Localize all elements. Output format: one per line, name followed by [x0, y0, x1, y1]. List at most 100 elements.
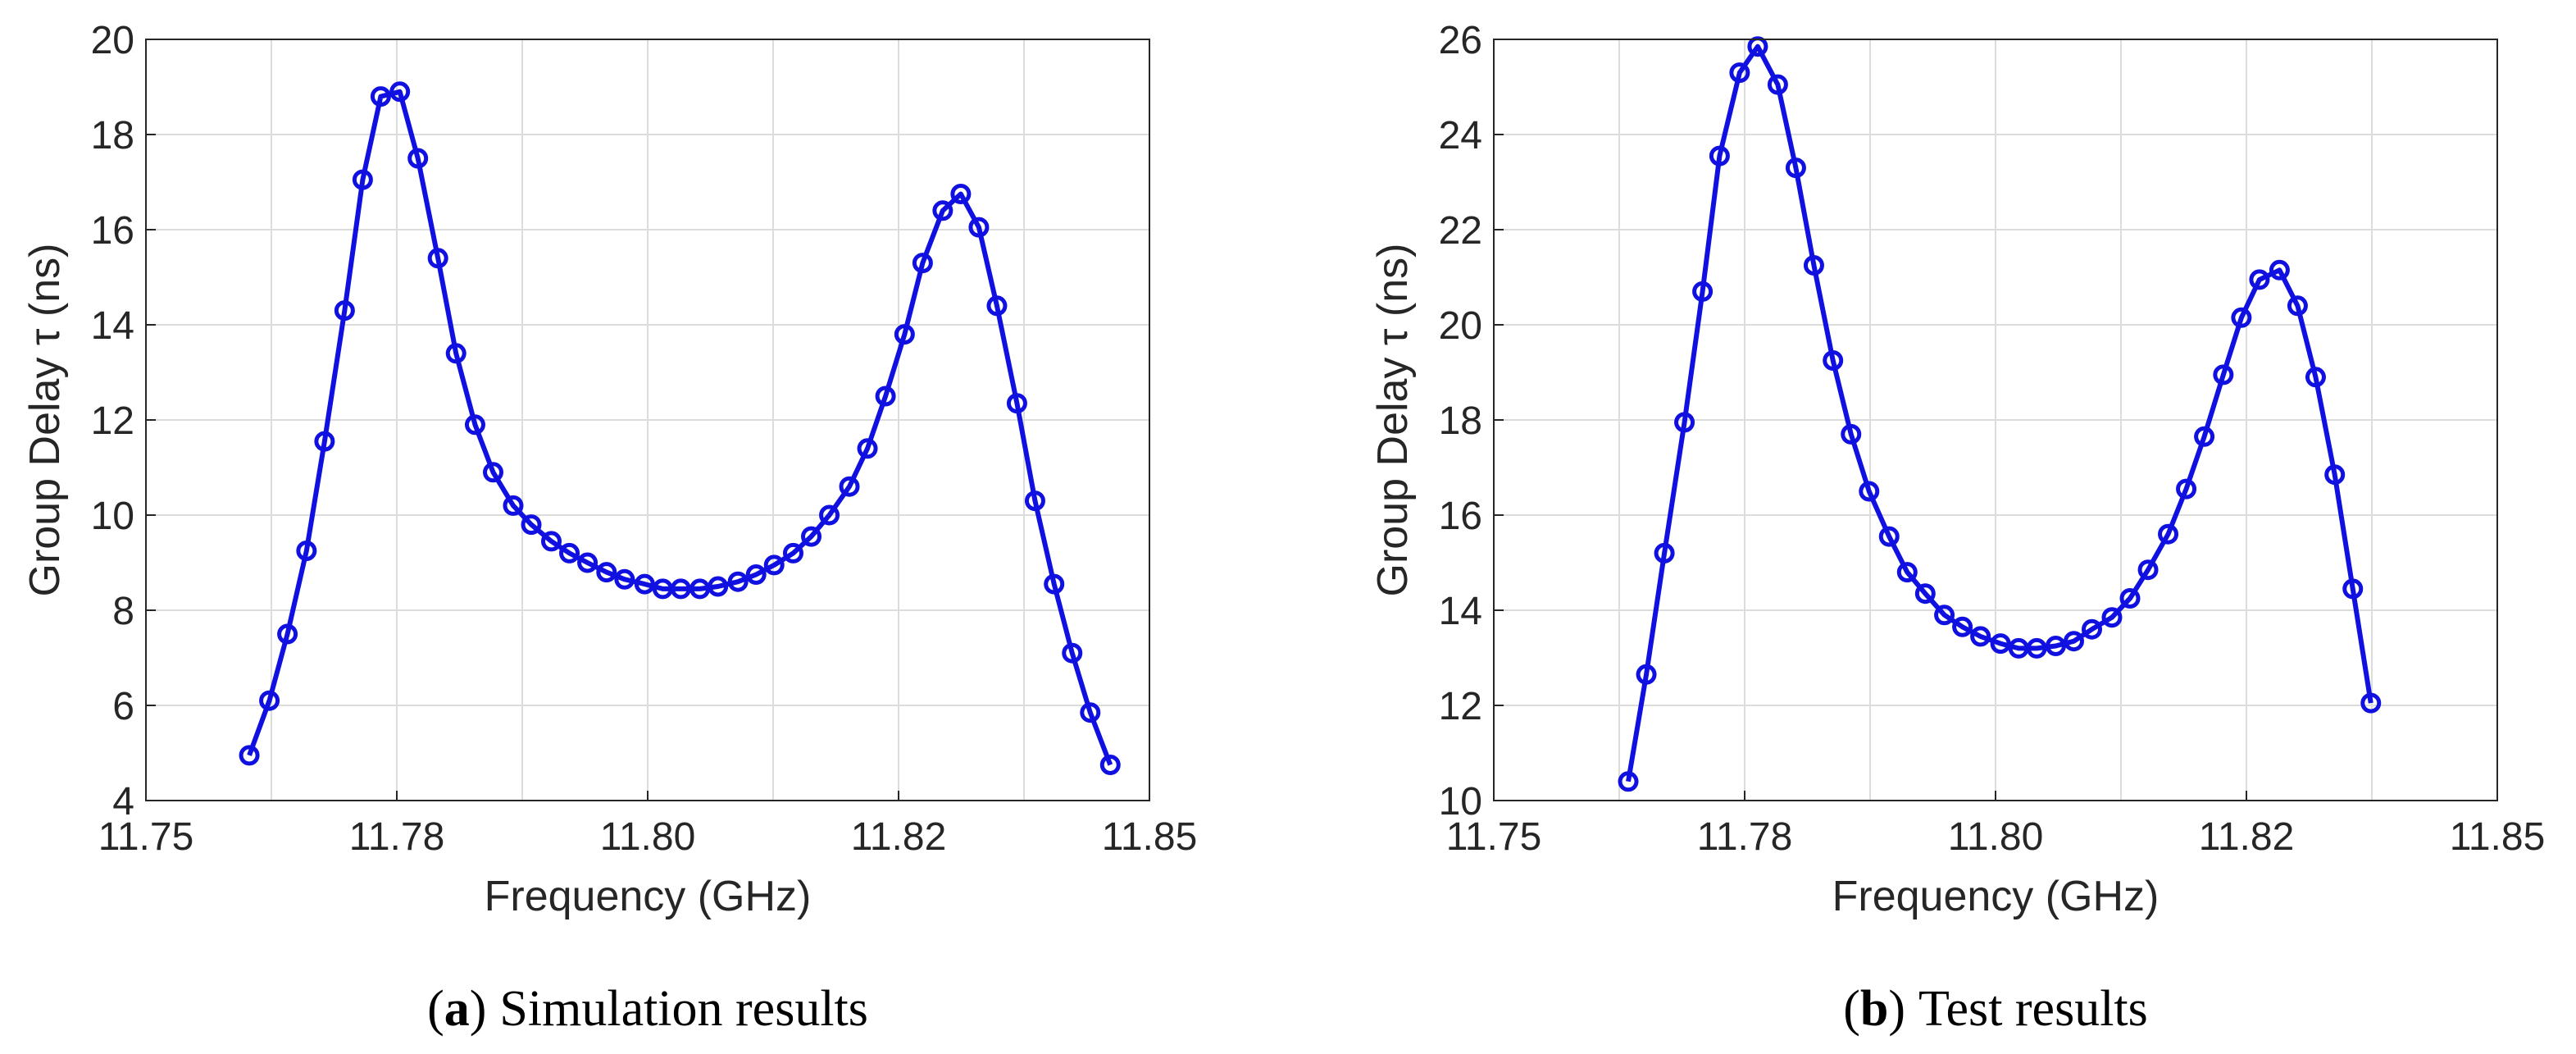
y-tick-label: 16 — [91, 209, 134, 253]
x-tick-label: 11.85 — [1102, 815, 1198, 859]
x-axis-label: Frequency (GHz) — [1832, 873, 2160, 920]
y-tick-label: 14 — [1439, 590, 1482, 633]
data-point — [296, 541, 317, 561]
y-tick-label: 20 — [1439, 304, 1482, 348]
y-axis-label: Group Delay τ (ns) — [1369, 244, 1417, 597]
data-point — [1618, 771, 1639, 792]
data-point — [1709, 145, 1730, 167]
data-point — [483, 462, 504, 483]
caption-part: ) — [470, 981, 487, 1037]
y-tick-label: 26 — [1439, 19, 1482, 62]
data-point — [1654, 542, 1675, 564]
y-tick-label: 6 — [112, 685, 134, 728]
y-tick-label: 10 — [91, 495, 134, 538]
data-point — [819, 504, 840, 526]
data-point — [2063, 631, 2084, 652]
data-point — [540, 531, 562, 552]
data-point — [334, 300, 355, 322]
data-point — [2269, 259, 2290, 281]
data-point — [1803, 255, 1824, 276]
data-point — [2101, 607, 2123, 628]
data-point — [1729, 62, 1750, 84]
data-point — [2158, 523, 2179, 545]
data-point — [745, 564, 767, 585]
caption-part: ) — [1888, 981, 1905, 1037]
data-point — [239, 745, 260, 766]
data-point — [2082, 618, 2103, 640]
y-tick-label: 18 — [91, 114, 134, 157]
caption: (a) Simulation results — [427, 981, 868, 1037]
data-point — [763, 554, 785, 576]
data-point — [559, 542, 580, 564]
data-point — [2176, 478, 2197, 500]
data-point — [968, 217, 990, 238]
data-point — [932, 200, 953, 221]
data-point — [670, 578, 691, 600]
y-tick-label: 20 — [91, 19, 134, 62]
caption-part: b — [1860, 981, 1888, 1037]
x-tick-label: 11.80 — [1948, 815, 2044, 859]
data-point — [596, 562, 617, 583]
x-tick-label: 11.75 — [1446, 815, 1542, 859]
data-point — [986, 295, 1008, 317]
data-point — [708, 576, 729, 597]
x-tick-label: 11.78 — [349, 815, 445, 859]
data-point — [407, 148, 429, 169]
data-point — [1878, 526, 1900, 547]
data-point — [389, 81, 411, 103]
data-point — [857, 438, 878, 459]
data-point — [2194, 426, 2215, 447]
data-point — [277, 623, 298, 645]
data-point — [1024, 490, 1045, 512]
x-tick-label: 11.80 — [600, 815, 696, 859]
data-point — [2287, 295, 2308, 317]
y-tick-label: 10 — [1439, 780, 1482, 824]
data-point — [2045, 636, 2066, 656]
data-point — [1044, 573, 1065, 595]
data-point — [1767, 74, 1788, 95]
data-point — [1062, 642, 1083, 664]
data-point — [314, 431, 335, 452]
chart-panel: 11.75 11.78 11.80 11.82 11.85 10 12 14 16 18 20 22 2… — [1369, 19, 2545, 1037]
data-point — [2360, 692, 2382, 714]
data-point — [782, 542, 803, 564]
data-point — [2249, 269, 2270, 290]
y-tick-label: 22 — [1439, 209, 1482, 253]
data-point — [2231, 307, 2252, 328]
data-point — [894, 324, 915, 345]
data-point — [2137, 559, 2159, 581]
caption: (b) Test results — [1843, 981, 2148, 1037]
x-tick-label: 11.82 — [2199, 815, 2295, 859]
data-point — [1099, 755, 1121, 775]
data-point — [352, 169, 373, 190]
data-point — [445, 343, 467, 364]
data-point — [1785, 157, 1806, 179]
x-tick-label: 11.75 — [98, 815, 194, 859]
data-point — [2213, 364, 2234, 386]
data-point — [1970, 626, 1991, 647]
x-tick-label: 11.78 — [1697, 815, 1793, 859]
data-point — [950, 184, 972, 204]
data-point — [521, 514, 542, 536]
y-tick-label: 18 — [1439, 399, 1482, 443]
data-point — [1006, 393, 1027, 414]
data-point — [503, 495, 524, 516]
data-point — [2305, 367, 2326, 388]
data-point — [2342, 578, 2364, 600]
y-tick-label: 14 — [91, 304, 134, 348]
data-point — [1952, 616, 1973, 637]
data-point — [1747, 36, 1768, 57]
caption-part: a — [444, 981, 470, 1037]
data-point — [875, 386, 896, 407]
y-tick-label: 12 — [1439, 685, 1482, 728]
data-point — [2026, 637, 2047, 659]
y-axis-label: Group Delay τ (ns) — [21, 244, 69, 597]
x-tick-label: 11.85 — [2450, 815, 2546, 859]
data-point — [1859, 481, 1880, 502]
data-point — [614, 568, 635, 590]
data-point — [1990, 633, 2011, 655]
y-tick-label: 12 — [91, 399, 134, 443]
data-point — [1674, 412, 1695, 433]
caption-part: Test results — [1918, 981, 2148, 1037]
